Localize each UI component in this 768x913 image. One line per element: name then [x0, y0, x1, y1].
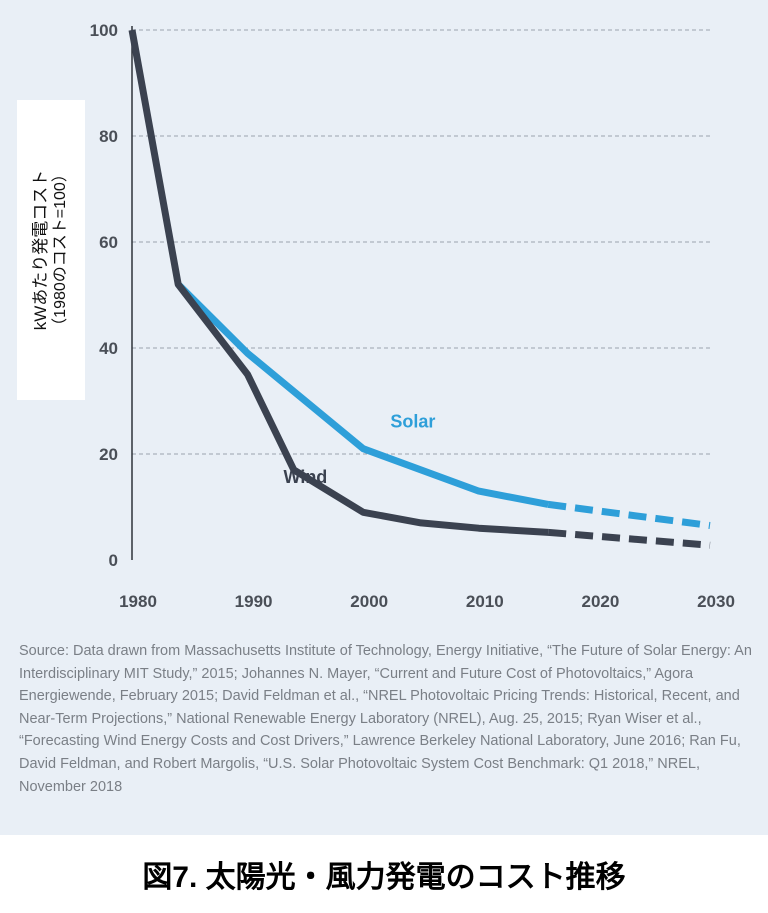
y-axis-label-main: kWあたり発電コスト [31, 169, 50, 331]
x-tick-label: 2030 [697, 592, 735, 611]
y-tick-label: 40 [99, 339, 118, 358]
x-tick-label: 2000 [350, 592, 388, 611]
x-tick-label: 1980 [119, 592, 157, 611]
wind-line [128, 29, 549, 536]
wind-series-label: Wind [283, 467, 327, 487]
x-tick-label: 1990 [235, 592, 273, 611]
y-tick-label: 60 [99, 233, 118, 252]
line-chart: 0 20 40 60 80 100 1980 1990 2000 2010 2020 2030 Sola… [90, 21, 735, 611]
source-note: Source: Data drawn from Massachusetts In… [19, 643, 752, 795]
solar-projection-line [547, 500, 711, 529]
chart-figure: 0 20 40 60 80 100 1980 1990 2000 2010 2020 2030 Sola… [0, 0, 768, 835]
y-tick-label: 20 [99, 445, 118, 464]
solar-series-label: Solar [390, 412, 435, 432]
figure-caption: 図7. 太陽光・風力発電のコスト推移 [142, 861, 626, 894]
wind-projection-line [547, 528, 711, 549]
y-tick-label: 100 [90, 21, 118, 40]
x-tick-label: 2010 [466, 592, 504, 611]
y-tick-label: 80 [99, 127, 118, 146]
y-tick-label: 0 [109, 551, 118, 570]
y-axis-label-box: kWあたり発電コスト （1980のコスト=100） [17, 100, 85, 400]
y-axis-label-sub: （1980のコスト=100） [52, 166, 69, 334]
solar-line [175, 281, 549, 508]
x-tick-label: 2020 [581, 592, 619, 611]
y-axis-label: kWあたり発電コスト （1980のコスト=100） [31, 166, 71, 334]
